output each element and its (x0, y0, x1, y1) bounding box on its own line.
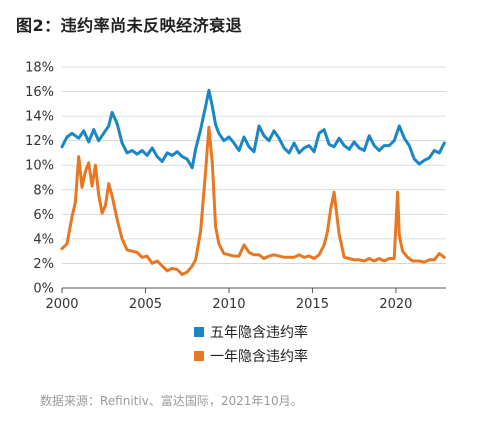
y-tick-label: 0% (33, 282, 54, 297)
chart-title: 图2：违约率尚未反映经济衰退 (16, 16, 243, 35)
x-tick-label: 2015 (296, 297, 329, 312)
source-note: 数据来源：Refinitiv、富达国际，2021年10月。 (40, 394, 303, 408)
y-tick-label: 4% (33, 232, 54, 247)
y-tick-label: 18% (25, 61, 54, 76)
series-line-one-year (60, 125, 446, 276)
legend-item-one-year: 一年隐含违约率 (194, 346, 308, 366)
y-tick-label: 8% (33, 183, 54, 198)
legend-item-five-year: 五年隐含违约率 (194, 322, 308, 342)
y-tick-label: 10% (25, 159, 54, 174)
y-tick-label: 2% (33, 257, 54, 272)
x-tick-label: 2005 (129, 297, 162, 312)
chart-legend-second: 一年隐含违约率 (0, 346, 502, 366)
chart-legend: 五年隐含违约率 (0, 322, 502, 342)
y-tick-label: 16% (25, 85, 54, 100)
y-tick-label: 6% (33, 208, 54, 223)
y-tick-label: 12% (25, 134, 54, 149)
x-tick-label: 2000 (45, 297, 78, 312)
legend-swatch-five-year (194, 327, 204, 337)
legend-label-one-year: 一年隐含违约率 (210, 349, 308, 365)
x-tick-label: 2010 (212, 297, 245, 312)
y-tick-label: 14% (25, 110, 54, 125)
legend-swatch-one-year (194, 351, 204, 361)
series-line-five-year (60, 88, 446, 170)
legend-label-five-year: 五年隐含违约率 (210, 325, 308, 341)
x-tick-label: 2020 (379, 297, 412, 312)
